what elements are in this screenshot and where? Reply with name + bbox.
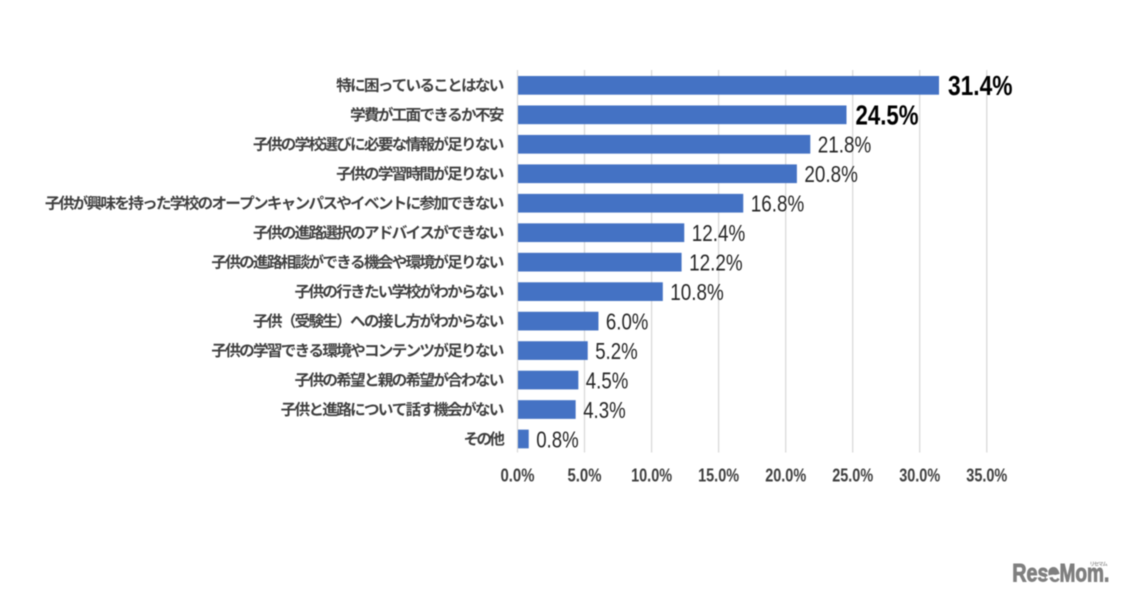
svg-text:Res: Res	[1012, 560, 1048, 588]
svg-text:0.0%: 0.0%	[501, 465, 535, 486]
svg-text:4.3%: 4.3%	[583, 397, 626, 423]
svg-text:24.5%: 24.5%	[856, 99, 919, 130]
svg-text:15.0%: 15.0%	[698, 465, 739, 486]
svg-text:4.5%: 4.5%	[586, 367, 629, 393]
svg-text:35.0%: 35.0%	[966, 465, 1007, 486]
svg-text:30.0%: 30.0%	[899, 465, 940, 486]
svg-text:6.0%: 6.0%	[606, 308, 649, 334]
svg-text:20.0%: 20.0%	[765, 465, 806, 486]
svg-text:20.8%: 20.8%	[804, 161, 858, 187]
svg-text:12.2%: 12.2%	[689, 250, 743, 276]
svg-text:0.8%: 0.8%	[536, 426, 579, 452]
svg-text:5.2%: 5.2%	[595, 338, 638, 364]
svg-text:10.0%: 10.0%	[631, 465, 672, 486]
svg-text:16.8%: 16.8%	[751, 191, 805, 217]
svg-text:12.4%: 12.4%	[692, 220, 746, 246]
svg-text:5.0%: 5.0%	[568, 465, 602, 486]
svg-text:25.0%: 25.0%	[832, 465, 873, 486]
svg-text:21.8%: 21.8%	[818, 132, 872, 158]
svg-text:31.4%: 31.4%	[948, 70, 1013, 101]
svg-text:10.8%: 10.8%	[670, 279, 724, 305]
